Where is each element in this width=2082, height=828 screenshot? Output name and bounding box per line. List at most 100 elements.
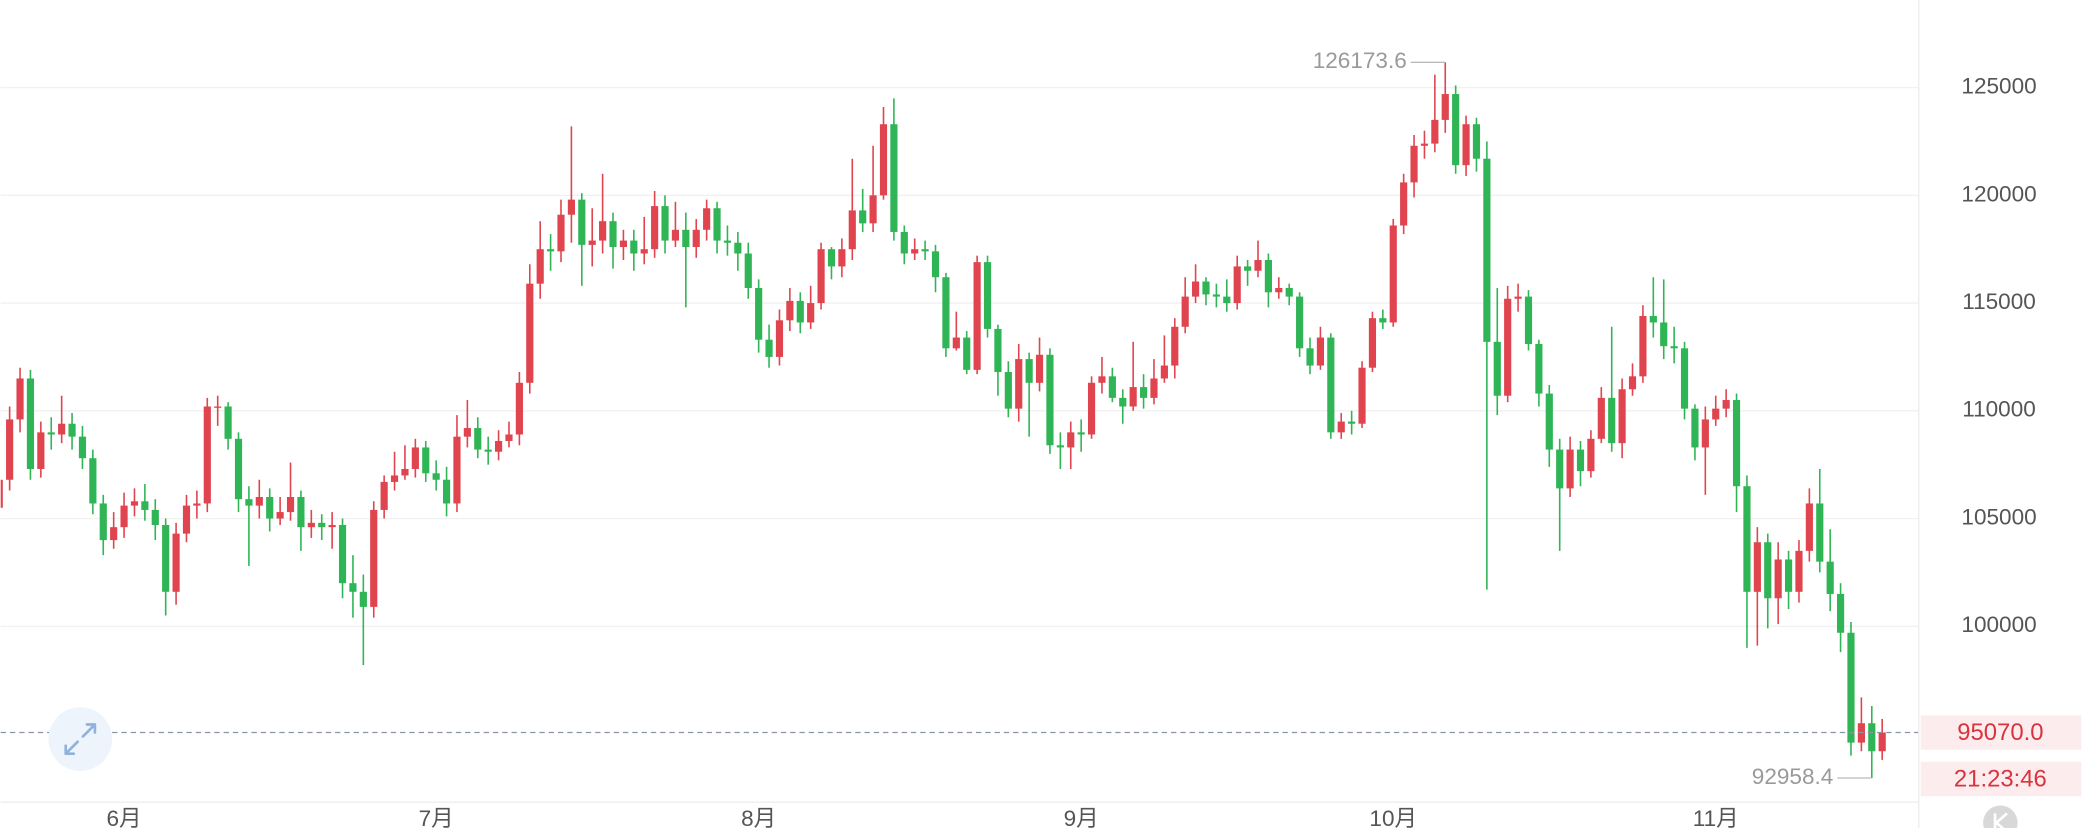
candle-body [994,328,1002,373]
candle-body [1015,359,1023,409]
candle-body [1389,225,1397,323]
candle-body [422,447,430,474]
candle-body [6,419,14,480]
candle-body [1431,119,1439,144]
candle-body [26,378,35,469]
candle-body [515,382,523,435]
kline-icon[interactable] [1993,812,2008,828]
expand-icon[interactable] [64,723,97,756]
low-marker-label: 92958.4 [1752,764,1834,789]
candle-body [1400,182,1408,226]
candle-body [1836,593,1845,633]
kline-button-bg[interactable] [1983,805,2018,828]
candle-body [1566,449,1574,489]
candle-body [796,300,804,323]
candle-body [359,591,367,607]
candle-body [1223,296,1231,304]
candle-body [1379,318,1387,323]
candle-body [1119,397,1127,407]
x-tick-label: 11月 [1693,806,1739,828]
candle-body [1181,296,1189,327]
candle-body [1639,315,1647,377]
candle-body [1348,421,1356,424]
countdown-label: 21:23:46 [1954,766,2047,793]
candle-body [682,229,690,248]
candle-body [1233,266,1241,304]
candle-body [58,423,66,435]
candle-body [765,339,773,357]
candle-body [1587,438,1595,472]
candle-body [1504,298,1512,396]
candle-body [578,199,586,245]
candle-body [1816,503,1824,562]
candle-body [869,195,877,224]
candle-body [1420,143,1429,146]
candle-body [734,242,742,254]
candle-body [1805,503,1813,551]
candle-body [99,503,107,541]
candle-body [151,509,159,526]
candle-body [390,475,399,482]
candle-body [1358,367,1366,424]
candle-body [1025,359,1033,383]
candle-body [921,249,929,252]
candle-body [723,240,732,243]
candle-body [838,249,846,267]
candle-body [1764,542,1772,599]
candle-body [68,423,76,437]
candle-body [827,249,836,267]
candle-body [463,428,471,437]
candle-body [0,479,3,508]
candle-body [1514,296,1522,299]
candle-body [1327,337,1335,433]
candle-body [1462,124,1470,166]
candle-body [318,522,326,528]
candle-body [1493,341,1501,396]
candle-body [1826,561,1834,594]
candle-body [307,522,315,528]
expand-button[interactable] [48,707,113,771]
x-tick-label: 9月 [1064,806,1099,828]
candle-body [432,473,440,480]
last-price-label: 95070.0 [1957,719,2043,746]
kline-button[interactable] [1983,805,2018,828]
y-tick-label: 125000 [1961,74,2036,99]
expand-button-bg[interactable] [48,707,113,771]
candle-body [130,501,139,506]
candle-body [1150,378,1158,398]
x-tick-label: 6月 [107,806,142,828]
candle-body [328,525,336,528]
candle-body [859,210,867,224]
candle-body [1441,94,1449,120]
candle-body [1701,419,1709,448]
candle-body [193,503,201,506]
overlay: 126173.6 92958.4 95070.0 21:23:46 [0,48,2082,797]
candle-body [453,436,461,504]
candle-body [1483,158,1491,342]
candle-body [1275,287,1283,293]
candle-body [1035,354,1044,383]
candle-body [630,240,638,254]
candle-body [755,287,763,340]
candle-body [1285,287,1293,297]
grid: 100000 105000 110000 115000 120000 125000 6月 7月… [0,74,2037,828]
candle-body [1524,296,1533,345]
candle-body [349,583,357,592]
candle-body [1139,387,1148,398]
candle-body [1868,723,1876,752]
candle-body [1774,559,1782,599]
candle-body [1264,259,1272,293]
candle-body [276,512,284,519]
candle-body [848,210,856,250]
candle-body [370,509,378,607]
y-tick-label: 120000 [1961,181,2036,206]
candle-body [1597,397,1605,439]
candle-body [1618,389,1626,444]
candle-body [1784,559,1793,592]
candle-body [474,428,482,450]
candle-body [775,320,784,357]
candle-body [911,249,919,254]
candle-body [817,249,825,304]
last-price-box [1920,715,2082,750]
